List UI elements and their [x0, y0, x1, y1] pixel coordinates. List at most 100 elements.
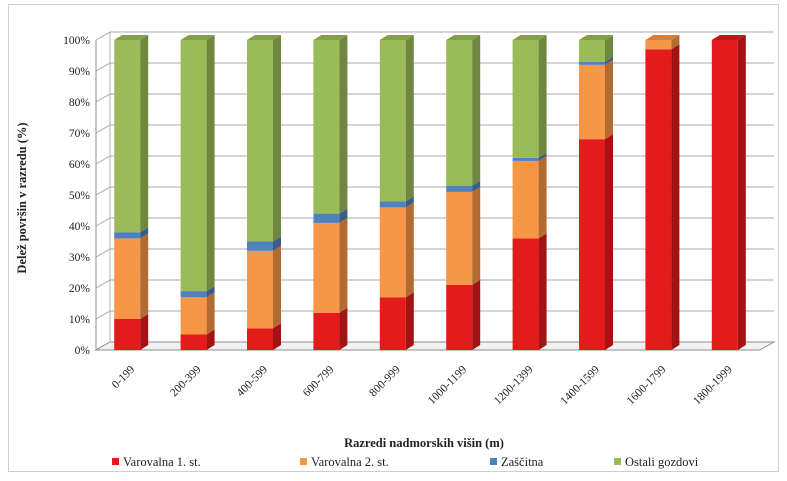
bar-front	[579, 64, 605, 140]
bar-segment	[114, 35, 149, 233]
bar-segment	[645, 44, 680, 351]
bar-front	[313, 40, 340, 214]
bar-side	[405, 292, 414, 350]
x-tick-label: 1000-1199	[426, 363, 470, 407]
bar-front	[512, 157, 539, 161]
bar-side	[737, 35, 746, 350]
bar-front	[579, 139, 605, 350]
bar-segment	[180, 292, 215, 335]
bar-top	[114, 35, 149, 40]
gridline-side	[95, 248, 111, 258]
legend-label: Varovalna 2. st.	[311, 455, 389, 469]
y-tick-label: 40%	[69, 221, 91, 233]
x-tick-label: 800-999	[367, 363, 403, 399]
bar-side	[206, 286, 215, 298]
bar-segment	[379, 202, 414, 298]
bar-front	[379, 297, 406, 350]
bar-segment	[313, 35, 348, 214]
legend-swatch	[490, 458, 497, 465]
bar-segment	[313, 217, 348, 313]
bar-segment	[579, 134, 613, 350]
x-tick-label: 200-399	[168, 363, 204, 399]
bar-front	[446, 40, 473, 186]
bar-segment	[180, 329, 215, 350]
bar-front	[379, 201, 406, 208]
bar-front	[180, 297, 207, 335]
legend-label: Varovalna 1. st.	[123, 455, 201, 469]
bar-segment	[512, 35, 547, 158]
legend: Varovalna 1. st. Varovalna 2. st. Zaščitna…	[112, 455, 699, 469]
bar-segment	[446, 35, 481, 186]
bar-side	[405, 196, 414, 208]
bar-segment	[114, 314, 149, 350]
bar-segment	[180, 35, 215, 292]
bar-side	[273, 323, 281, 350]
bar-segment	[313, 208, 348, 223]
bar-top	[645, 35, 680, 40]
gridline-side	[95, 31, 111, 41]
bar-top	[379, 35, 414, 40]
bar-segment	[313, 307, 348, 350]
bar-side	[206, 329, 215, 350]
bar-front	[379, 207, 406, 298]
bar-front	[114, 238, 141, 319]
bar-front	[579, 40, 605, 62]
legend-label: Zaščitna	[501, 455, 544, 469]
bar-front	[114, 40, 141, 233]
x-tick-label: 1600-1799	[625, 363, 669, 407]
bar-front	[645, 49, 672, 351]
bar-segment	[114, 227, 149, 239]
gridline-side	[95, 186, 111, 196]
y-axis-ticks: 0% 10% 20% 30% 40% 50% 60% 70% 80% 90% 100%	[63, 35, 90, 357]
bar-segment	[247, 35, 281, 242]
y-tick-label: 50%	[69, 190, 91, 202]
bar-side	[538, 155, 547, 239]
bar-side	[472, 186, 481, 285]
y-tick-label: 30%	[69, 252, 91, 264]
bar-segment	[446, 186, 481, 285]
bar-side	[605, 35, 613, 62]
x-tick-label: 600-799	[301, 363, 337, 399]
y-tick-label: 80%	[69, 97, 91, 109]
gridline-side	[95, 217, 111, 227]
bar-side	[140, 227, 149, 239]
bar-top	[247, 35, 281, 40]
gridline-side	[95, 62, 111, 72]
y-tick-label: 60%	[69, 159, 91, 171]
bar-segment	[579, 56, 613, 65]
bar-segment	[579, 59, 613, 140]
bar-segment	[114, 233, 149, 319]
bar-segment	[512, 233, 547, 350]
bar-side	[339, 217, 348, 313]
bar-segment	[512, 152, 547, 161]
bar-side	[671, 44, 680, 351]
legend-swatch	[112, 458, 119, 465]
bar-front	[247, 241, 273, 251]
bar-front	[512, 40, 539, 158]
bar-segment	[645, 35, 680, 50]
y-tick-label: 70%	[69, 128, 91, 140]
bar-segment	[379, 35, 414, 202]
bar-side	[472, 180, 481, 192]
bar-front	[512, 160, 539, 239]
gridline-side	[95, 93, 111, 103]
bar-front	[247, 40, 273, 242]
bar-segment	[446, 180, 481, 192]
bar-side	[538, 233, 547, 350]
x-tick-label: 1200-1399	[492, 363, 536, 407]
bar-side	[273, 236, 281, 251]
bar-segment	[379, 196, 414, 208]
bar-segment	[579, 35, 613, 62]
bar-side	[538, 35, 547, 158]
bar-top	[180, 35, 215, 40]
bar-front	[645, 40, 672, 50]
bar-segment	[247, 236, 281, 251]
bar-side	[339, 35, 348, 214]
bar-front	[711, 40, 738, 350]
bar-front	[247, 328, 273, 350]
bar-segment	[180, 286, 215, 298]
bar-side	[605, 59, 613, 140]
bar-front	[512, 238, 539, 350]
legend-label: Ostali gozdovi	[625, 455, 699, 469]
bar-side	[140, 35, 149, 233]
